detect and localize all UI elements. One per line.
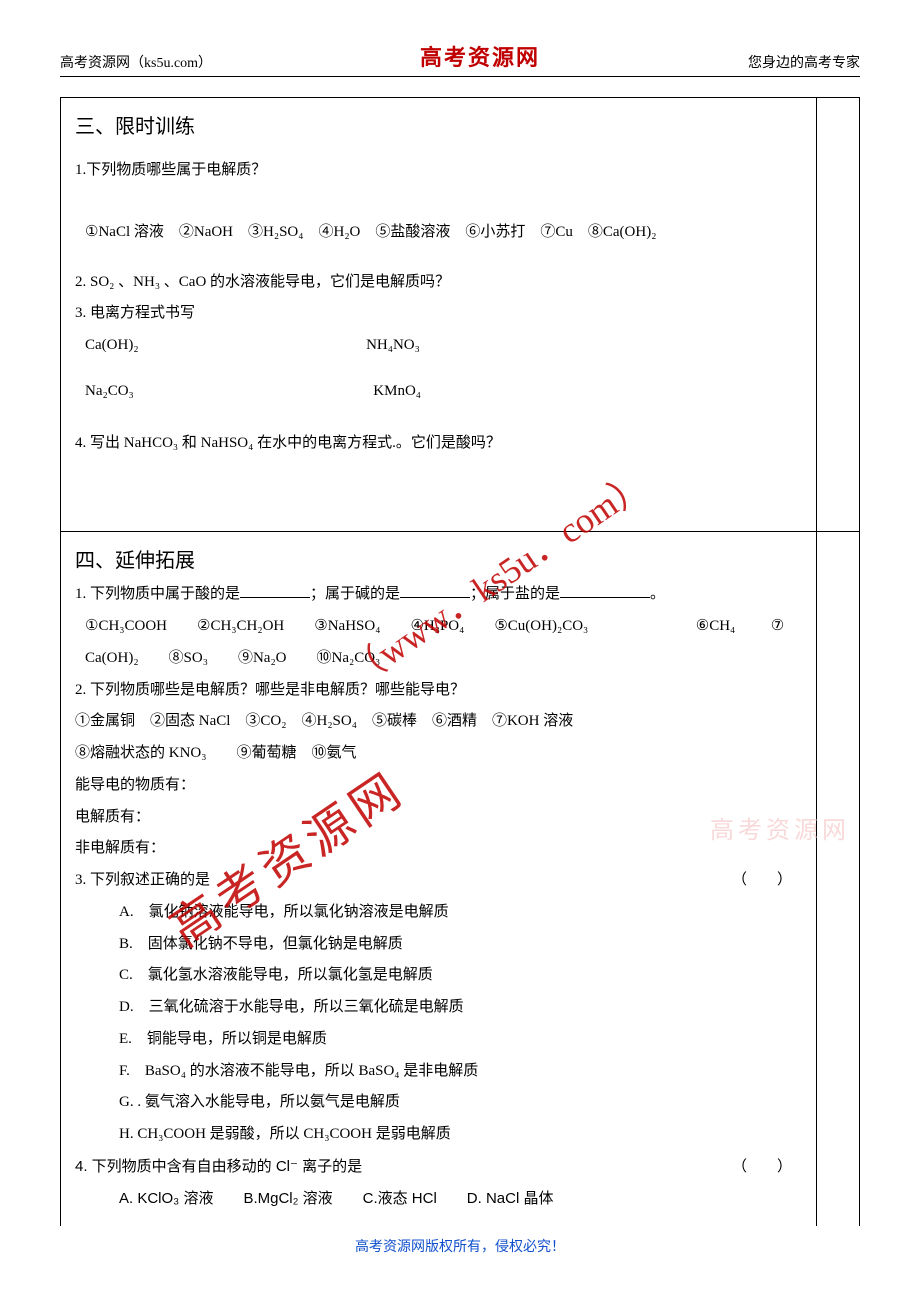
s4-q2-items-a: ①金属铜 ②固态 NaCl ③CO₂ ④H₂SO₄ ⑤碳棒 ⑥酒精 ⑦KOH 溶…: [75, 708, 802, 736]
s4-q3-text: 3. 下列叙述正确的是: [75, 872, 210, 888]
s3-q3-row2: Na₂CO₃ KMnO₄: [75, 378, 802, 406]
header-center-title: 高考资源网: [420, 40, 540, 72]
s4-q4-text: 4. 下列物质中含有自由移动的 Cl⁻ 离子的是: [75, 1158, 362, 1175]
s4-q2-l1: 能导电的物质有：: [75, 772, 802, 800]
s4-q1-end: 。: [650, 586, 665, 602]
s4-q3-H: H. CH₃COOH 是弱酸，所以 CH₃COOH 是弱电解质: [75, 1121, 802, 1149]
s4-q3-E: E. 铜能导电，所以铜是电解质: [75, 1026, 802, 1054]
side-cell-1: [817, 98, 859, 531]
s3-q3-c: Na₂CO₃: [85, 383, 134, 399]
s3-q3-row1: Ca(OH)₂ NH₄NO₃: [75, 332, 802, 360]
blank-salt: [560, 582, 650, 598]
page-header: 高考资源网（ks5u.com） 高考资源网 您身边的高考专家: [60, 40, 860, 77]
s4-q3-F: F. BaSO₄ 的水溶液不能导电，所以 BaSO₄ 是非电解质: [75, 1058, 802, 1086]
s3-q3-a: Ca(OH)₂: [85, 337, 139, 353]
s4-q4-opts: A. KClO₃ 溶液 B.MgCl₂ 溶液 C.液态 HCl D. NaCl …: [75, 1185, 802, 1213]
s4-q1-items-row1: ①CH₃COOH ②CH₃CH₂OH ③NaHSO₄ ④H₃PO₄ ⑤Cu(OH…: [75, 613, 802, 641]
s4-q3-C: C. 氯化氢水溶液能导电，所以氯化氢是电解质: [75, 962, 802, 990]
s4-q3-paren: （ ）: [732, 867, 802, 895]
section3-title: 三、限时训练: [75, 110, 802, 139]
s4-q1-items-row2: Ca(OH)₂ ⑧SO₃ ⑨Na₂O ⑩Na₂CO₃: [75, 645, 802, 673]
s4-q2-items-b: ⑧熔融状态的 KNO₃ ⑨葡萄糖 ⑩氨气: [75, 740, 802, 768]
s4-q1: 1. 下列物质中属于酸的是 ；属于碱的是 ；属于盐的是 。: [75, 581, 802, 609]
s4-q2: 2. 下列物质哪些是电解质？哪些是非电解质？哪些能导电？: [75, 677, 802, 705]
s3-q2: 2. SO₂ 、NH₃ 、CaO 的水溶液能导电，它们是电解质吗？: [75, 269, 802, 297]
s4-q1-pre: 1. 下列物质中属于酸的是: [75, 586, 240, 602]
section4-title: 四、延伸拓展: [75, 544, 802, 573]
s4-q4: 4. 下列物质中含有自由移动的 Cl⁻ 离子的是 （ ）: [75, 1153, 802, 1181]
blank-base: [400, 582, 470, 598]
s4-q3-A: A. 氯化钠溶液能导电，所以氯化钠溶液是电解质: [75, 899, 802, 927]
blank-acid: [240, 582, 310, 598]
s4-q1-mid2: ；属于盐的是: [470, 586, 560, 602]
s4-q1-item7: ⑦: [771, 618, 784, 634]
header-left: 高考资源网（ks5u.com）: [60, 52, 212, 72]
header-right: 您身边的高考专家: [748, 52, 860, 72]
s4-q4-paren: （ ）: [732, 1153, 802, 1181]
s4-q2-l2: 电解质有：: [75, 804, 802, 832]
s3-q3-d: KMnO₄: [373, 383, 421, 399]
content-frame: 三、限时训练 1.下列物质哪些属于电解质？ ①NaCl 溶液 ②NaOH ③H₂…: [60, 97, 860, 1226]
s4-q1-items-a: ①CH₃COOH ②CH₃CH₂OH ③NaHSO₄ ④H₃PO₄ ⑤Cu(OH…: [85, 618, 588, 634]
s4-q3-D: D. 三氧化硫溶于水能导电，所以三氧化硫是电解质: [75, 994, 802, 1022]
s4-q2-l3: 非电解质有：: [75, 835, 802, 863]
s3-q1-items: ①NaCl 溶液 ②NaOH ③H₂SO₄ ④H₂O ⑤盐酸溶液 ⑥小苏打 ⑦C…: [75, 219, 802, 247]
s4-q3: 3. 下列叙述正确的是 （ ）: [75, 867, 802, 895]
s4-q1-item6: ⑥CH₄: [696, 618, 736, 634]
s4-q1-mid1: ；属于碱的是: [310, 586, 400, 602]
s3-q3: 3. 电离方程式书写: [75, 300, 802, 328]
side-cell-2: [817, 532, 859, 1226]
s4-q3-B: B. 固体氯化钠不导电，但氯化钠是电解质: [75, 931, 802, 959]
s3-q1: 1.下列物质哪些属于电解质？: [75, 157, 802, 185]
s3-q4: 4. 写出 NaHCO₃ 和 NaHSO₄ 在水中的电离方程式.。它们是酸吗？: [75, 430, 802, 458]
s3-q3-b: NH₄NO₃: [366, 337, 420, 353]
footer-text: 高考资源网版权所有，侵权必究！: [60, 1236, 860, 1256]
s4-q3-G: G. . 氨气溶入水能导电，所以氨气是电解质: [75, 1089, 802, 1117]
